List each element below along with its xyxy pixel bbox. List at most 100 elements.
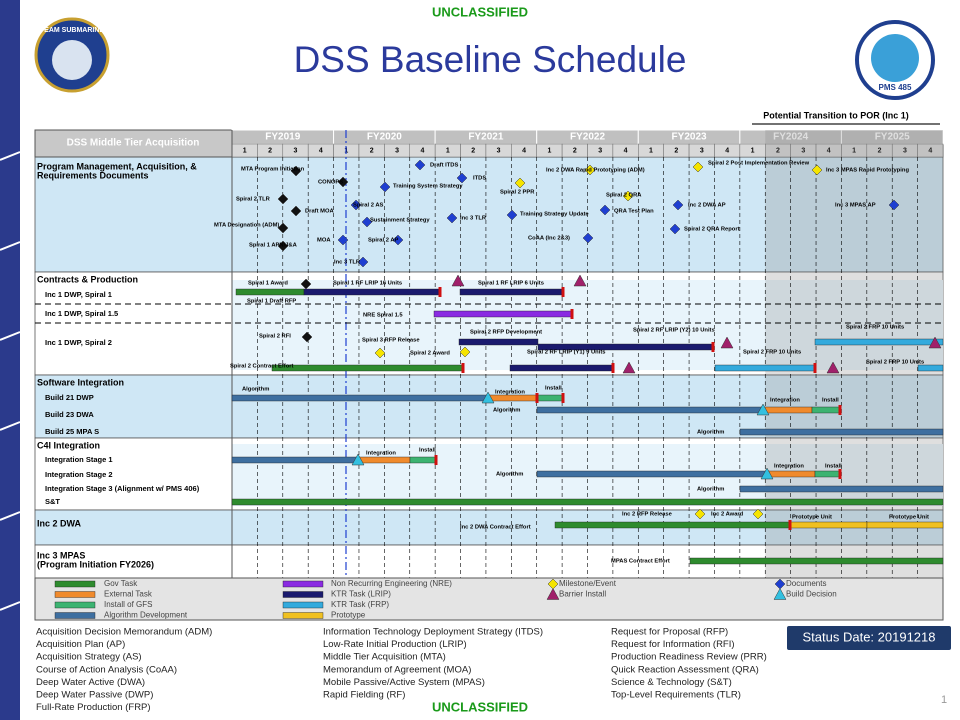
side-stripe bbox=[0, 0, 20, 720]
row-label: Build 23 DWA bbox=[45, 410, 94, 419]
document bbox=[456, 172, 468, 184]
annotation: Algorithm bbox=[496, 472, 523, 478]
annotation: Training Strategy Update bbox=[520, 212, 589, 218]
acronym: Memorandum of Agreement (MOA) bbox=[323, 664, 471, 675]
end-marker bbox=[813, 363, 817, 373]
annotation: Install bbox=[545, 386, 562, 392]
stripe-marks bbox=[0, 151, 21, 611]
legend-label: Build Decision bbox=[786, 590, 837, 599]
header-corner: DSS Middle Tier Acquisition bbox=[67, 138, 200, 149]
annotation: Integration bbox=[770, 398, 800, 404]
section-band bbox=[34, 156, 944, 273]
quarter-label: 4 bbox=[319, 147, 323, 154]
task-bar bbox=[271, 364, 464, 372]
annotation: Draft MOA bbox=[305, 209, 334, 215]
acronym: Full-Rate Production (FRP) bbox=[36, 702, 151, 713]
milestone bbox=[277, 193, 289, 205]
annotation: Spiral 1 RF LRIP 16 Units bbox=[333, 281, 402, 287]
barrier bbox=[720, 336, 734, 349]
document bbox=[446, 212, 458, 224]
acronym: Request for Information (RFI) bbox=[611, 639, 735, 650]
task-bar bbox=[762, 406, 813, 414]
document bbox=[669, 223, 681, 235]
status-date: Status Date: 20191218 bbox=[803, 629, 936, 644]
task-bar bbox=[689, 557, 944, 565]
fy-label: FY2019 bbox=[265, 132, 300, 143]
end-marker bbox=[561, 287, 565, 297]
end-marker bbox=[711, 342, 715, 352]
legend-swatch bbox=[282, 591, 324, 598]
event bbox=[752, 508, 764, 520]
acronym: Production Readiness Review (PRR) bbox=[611, 652, 767, 663]
legend-label: External Task bbox=[104, 590, 153, 599]
annotation: Install bbox=[825, 464, 842, 470]
annotation: Spiral 2 QRA bbox=[606, 193, 642, 199]
quarter-label: 1 bbox=[243, 147, 247, 154]
classification: UNCLASSIFIED bbox=[432, 699, 528, 714]
title: DSS Baseline Schedule bbox=[294, 39, 687, 80]
annotation: Integration bbox=[774, 464, 804, 470]
document bbox=[672, 199, 684, 211]
legend-swatch bbox=[54, 591, 96, 598]
classification: UNCLASSIFIED bbox=[432, 4, 528, 19]
annotation: Install bbox=[419, 448, 436, 454]
annotation: Spiral 2 RFP Development bbox=[470, 330, 542, 336]
legend-label: KTR Task (LRIP) bbox=[331, 590, 391, 599]
quarter-label: 1 bbox=[649, 147, 653, 154]
task-bar bbox=[231, 498, 944, 506]
annotation: Inc 3 MPAS AP bbox=[835, 203, 876, 209]
annotation: Spiral 2 Contract Effort bbox=[230, 364, 294, 370]
annotation: Spiral 2 TLR bbox=[236, 197, 271, 203]
task-bar bbox=[739, 428, 944, 436]
transition-note: Potential Transition to POR (Inc 1) bbox=[763, 110, 909, 120]
annotation: Spiral 1 APN/J&A bbox=[249, 243, 298, 249]
acronym: Acquisition Strategy (AS) bbox=[36, 652, 142, 663]
build-decision bbox=[756, 403, 770, 416]
annotation: Install bbox=[822, 398, 839, 404]
annotation: Inc 2 DWA AP bbox=[688, 203, 726, 209]
annotation: Spiral 2 AS bbox=[353, 203, 384, 209]
annotation: Spiral 2 RF LRIP (Y1) 9 Units bbox=[527, 350, 606, 356]
annotation: MOA bbox=[317, 238, 331, 244]
legend-label: Non Recurring Engineering (NRE) bbox=[331, 579, 452, 588]
row-label: Inc 3 MPAS bbox=[37, 550, 85, 560]
end-marker bbox=[611, 363, 615, 373]
logo-left-text: TEAM SUBMARINE bbox=[40, 27, 104, 34]
quarter-label: 2 bbox=[674, 147, 678, 154]
annotation: NRE Spiral 1.5 bbox=[363, 313, 403, 319]
row-label: Integration Stage 1 bbox=[45, 455, 113, 464]
acronym: Quick Reaction Assessment (QRA) bbox=[611, 664, 759, 675]
task-bar bbox=[536, 406, 764, 414]
annotation: ITDS bbox=[473, 176, 486, 182]
acronym: Information Technology Deployment Strate… bbox=[323, 627, 543, 638]
row-label: Requirements Documents bbox=[37, 170, 149, 180]
annotation: Spiral 1 Award bbox=[248, 281, 288, 287]
legend-swatch bbox=[54, 601, 96, 609]
annotation: Spiral 2 Award bbox=[410, 351, 450, 357]
task-bar bbox=[536, 470, 768, 478]
fy-label: FY2024 bbox=[773, 132, 808, 143]
legend-swatch bbox=[54, 612, 96, 619]
task-bar bbox=[509, 364, 614, 372]
end-marker bbox=[838, 469, 842, 479]
logo-right-text: PMS 485 bbox=[879, 83, 912, 92]
task-bar bbox=[231, 394, 489, 402]
annotation: Inc 3 TLR bbox=[460, 216, 487, 222]
task-bar bbox=[235, 288, 305, 296]
row-label: Program Management, Acquisition, & bbox=[37, 161, 197, 171]
task-bar bbox=[357, 456, 411, 464]
annotation: Integration bbox=[366, 451, 396, 457]
annotation: Spiral 2 RF LRIP (Y2) 10 Units bbox=[633, 328, 715, 334]
legend-icon bbox=[546, 587, 560, 600]
annotation: Algorithm bbox=[697, 430, 724, 436]
event bbox=[622, 190, 634, 202]
fy-label: FY2020 bbox=[367, 132, 402, 143]
annotation: Algorithm bbox=[697, 487, 724, 493]
fy-label: FY2023 bbox=[672, 132, 707, 143]
acronym: Course of Action Analysis (CoAA) bbox=[36, 664, 177, 675]
barrier bbox=[826, 361, 840, 374]
row-label: Build 25 MPA S bbox=[45, 427, 99, 436]
quarter-label: 2 bbox=[776, 147, 780, 154]
quarter-label: 3 bbox=[598, 147, 602, 154]
annotation: Algorithm bbox=[493, 408, 520, 414]
